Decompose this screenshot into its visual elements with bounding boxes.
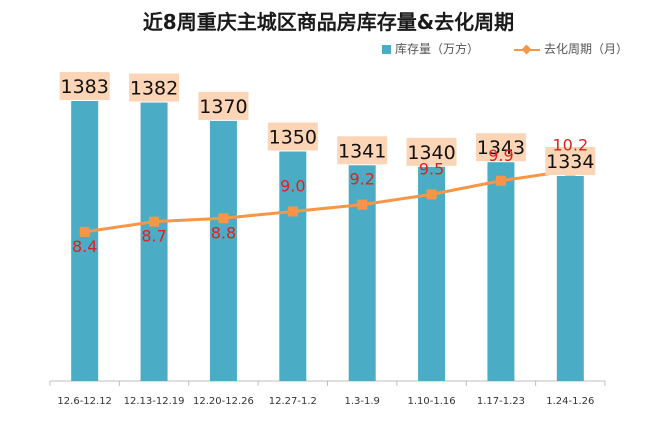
bar-label-box-4 [337,136,388,165]
bar-stock-4 [348,165,376,381]
line-label-4: 9.2 [349,170,374,189]
line-marker-1 [149,216,160,227]
bar-label-6: 1343 [477,137,525,159]
legend-item-cycle: 去化周期（月） [514,40,628,57]
bar-label-box-7 [545,146,596,175]
x-tick-label-5: 1.10-1.16 [407,396,455,407]
x-tick-label-2: 12.20-12.26 [193,396,254,407]
bar-label-box-5 [406,137,457,166]
bar-stock-3 [279,151,307,381]
legend-label-cycle: 去化周期（月） [544,42,629,56]
bar-label-3: 1350 [269,127,317,149]
bar-stock-5 [418,166,446,381]
bar-label-box-1 [129,73,180,102]
bar-stock-1 [140,102,168,381]
line-series-cycle [84,169,571,234]
line-marker-6 [495,175,506,186]
line-label-6: 9.9 [488,146,513,165]
bar-label-1: 1382 [130,78,178,100]
x-tick-label-7: 1.24-1.26 [546,396,594,407]
bar-label-2: 1370 [199,96,247,118]
x-tick-label-4: 1.3-1.9 [344,396,379,407]
line-marker-5 [426,189,437,200]
line-label-1: 8.7 [141,227,166,246]
bar-label-0: 1383 [61,76,109,98]
bar-label-box-2 [198,91,249,120]
bar-label-4: 1341 [338,140,386,162]
bar-stock-6 [487,162,515,381]
legend-item-stock: 库存量（万方） [382,40,479,57]
line-label-0: 8.4 [72,237,97,256]
legend-swatch-bar-icon [382,45,391,54]
line-marker-2 [218,213,229,224]
bar-label-7: 1334 [546,151,594,173]
x-tick-label-3: 12.27-1.2 [269,396,317,407]
x-tick-label-0: 12.6-12.12 [57,396,112,407]
bar-stock-7 [556,175,584,381]
chart-title: 近8周重庆主城区商品房库存量&去化周期 [142,10,515,34]
bar-label-box-0 [59,72,110,101]
line-label-3: 9.0 [280,176,305,195]
legend-swatch-line-icon [514,44,540,55]
x-tick-label-1: 12.13-12.19 [124,396,185,407]
x-tick-label-6: 1.17-1.23 [477,396,525,407]
line-marker-4 [357,199,368,210]
line-label-5: 9.5 [419,159,444,178]
line-label-2: 8.8 [211,223,236,242]
bar-label-box-3 [267,122,318,151]
line-marker-0 [79,226,90,237]
line-marker-3 [287,206,298,217]
bar-stock-0 [71,101,99,381]
bar-stock-2 [209,120,237,382]
legend-label-stock: 库存量（万方） [395,42,480,56]
bar-label-box-6 [475,133,526,162]
bar-label-5: 1340 [407,142,455,164]
line-label-7: 10.2 [553,136,589,155]
